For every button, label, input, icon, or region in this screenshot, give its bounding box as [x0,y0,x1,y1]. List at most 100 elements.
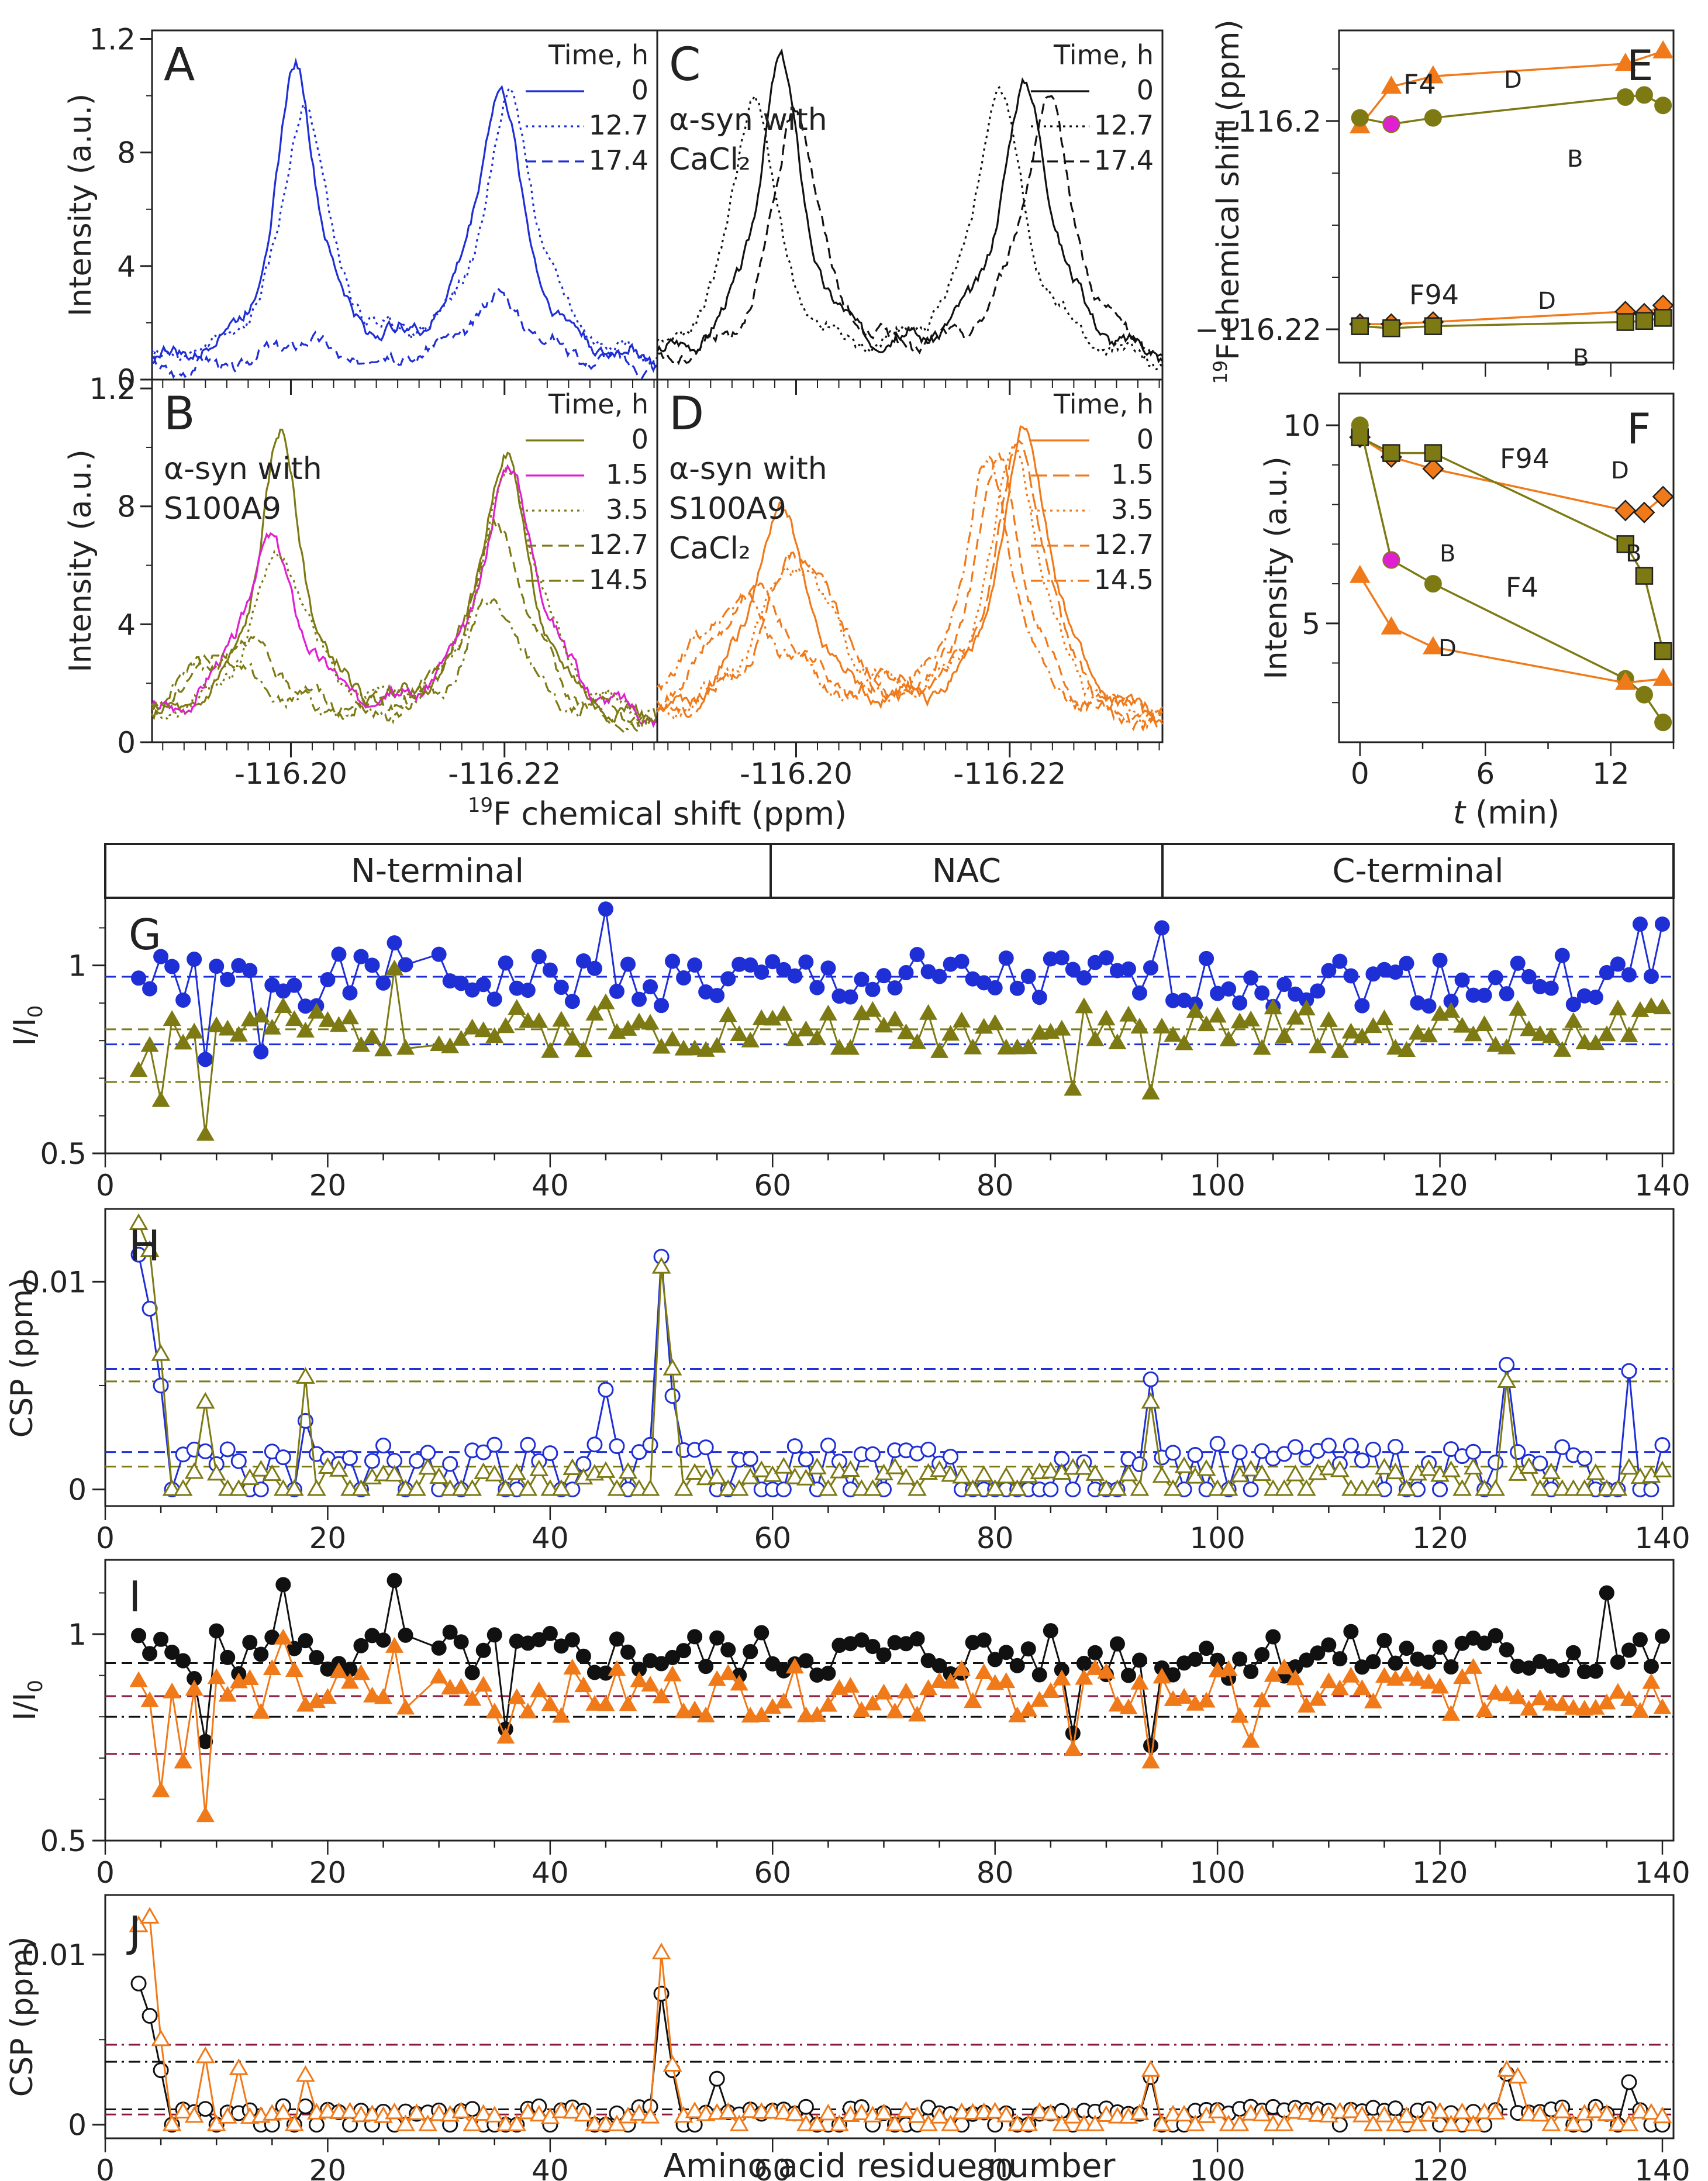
data-point [720,971,736,987]
data-point [1419,1459,1438,1476]
data-point [642,1436,658,1453]
data-point [841,1039,860,1055]
data-point [1175,1687,1193,1704]
data-point [1043,1481,1059,1498]
data-point [1375,1458,1394,1475]
legend-label: 0 [1137,74,1154,106]
data-point [632,991,647,1007]
data-point [1275,1658,1293,1674]
data-point [496,1479,516,1496]
data-point [808,1029,826,1045]
data-point [774,1692,793,1708]
data-point [1197,1691,1216,1708]
annotation-text: CaCl₂ [669,531,751,566]
data-point [1254,1443,1270,1459]
data-point [308,2117,325,2133]
data-point [1521,969,1537,984]
data-point [941,2114,961,2131]
data-point [908,2106,927,2123]
data-point [953,1660,971,1676]
data-point [1152,2114,1172,2131]
y-axis-label-main: I/I [8,1018,43,1046]
data-point [1263,1479,1283,1496]
data-point [1431,1677,1450,1694]
data-point [1287,1439,1303,1455]
data-point [1614,53,1636,71]
y-axis-label-rest: F chemical shift (ppm) [1211,19,1246,360]
data-point [720,1642,736,1658]
y-axis-label-sup: 19 [1209,360,1231,384]
data-point [129,1915,149,1932]
data-point [665,953,681,969]
data-point [1653,998,1672,1015]
data-point [575,953,591,969]
data-point [876,968,892,984]
spectrum-line-1.5 [151,464,658,728]
data-point [1475,1701,1494,1718]
data-point [464,1665,480,1680]
data-point [463,1690,482,1706]
data-point [220,1649,236,1665]
data-point [431,946,447,962]
data-point [263,1659,281,1676]
data-point [1221,981,1237,997]
data-point [1420,1026,1438,1043]
data-point [153,949,169,964]
data-point [596,1695,615,1711]
data-point [1020,1641,1036,1657]
data-point [197,1443,213,1459]
data-point [1542,1027,1561,1043]
data-point [887,980,903,996]
data-point [240,1669,259,1685]
data-point [640,1479,660,1496]
data-point [1064,1080,1082,1096]
data-point [530,1681,548,1697]
x-tick-label: 12 [1592,757,1630,791]
data-point [1442,1705,1461,1721]
data-point [641,1676,660,1692]
data-point [1131,1456,1148,1473]
data-point [685,1039,704,1056]
data-point [1387,2100,1403,2117]
y-tick-label: 0.01 [22,1938,87,1972]
data-point [596,993,615,1009]
data-point [1007,1479,1027,1496]
data-point [796,1469,816,1486]
data-point [474,1676,493,1692]
spectrum-line-12.7 [151,86,658,366]
data-point [1364,1479,1383,1496]
data-point [475,1444,492,1460]
x-tick-label: 100 [1189,1856,1245,1890]
data-point [1621,2074,1637,2090]
y-axis-label: CSP (ppm) [5,1937,40,2097]
data-point [1265,1629,1281,1645]
data-point [284,2114,304,2131]
data-point [1424,317,1443,335]
data-point [820,960,836,976]
data-point [1541,1462,1561,1479]
data-point [1616,88,1634,106]
data-point [529,1459,549,1476]
data-point [598,901,613,917]
y-axis-label-sub: 0 [24,1005,47,1018]
spectrum-line-14.5 [656,455,1163,725]
data-point [665,1649,681,1665]
data-point [129,1213,149,1230]
data-point [1476,987,1492,1003]
data-point [374,1688,393,1704]
series-label-f94: F94 [1409,279,1459,311]
x-tick-label: -116.20 [234,757,347,791]
data-point [273,1479,293,1496]
data-point [1364,1017,1382,1033]
data-point [1274,1479,1294,1496]
data-point [1454,972,1470,988]
data-point [142,981,158,997]
data-point [1332,953,1348,969]
data-point [496,1728,515,1744]
data-point [307,1002,326,1019]
data-point [1141,1752,1160,1769]
data-point [240,1468,260,1486]
data-point [1232,995,1248,1011]
data-point [1497,1685,1516,1701]
